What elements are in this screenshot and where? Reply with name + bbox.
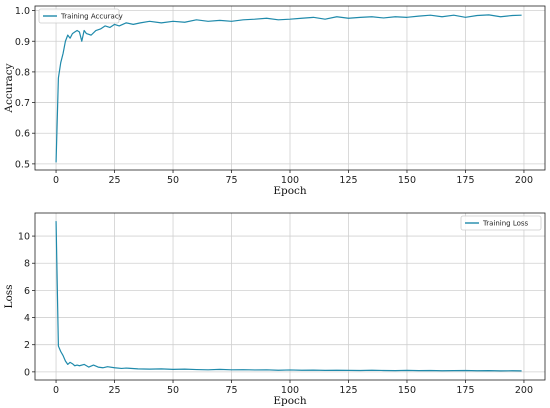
x-axis-label: Epoch bbox=[273, 395, 307, 407]
accuracy-chart: 0 25 50 75 100 125 150 175 200 0.5 0.6 0.7 0.8 0.9 1.0… bbox=[3, 5, 546, 197]
x-tick-label: 50 bbox=[167, 175, 179, 186]
legend-box bbox=[460, 215, 542, 231]
x-tick-label: 100 bbox=[281, 175, 299, 186]
y-tick-label: 0.7 bbox=[15, 98, 30, 109]
y-tick-label: 2 bbox=[24, 340, 30, 351]
loss-chart: 0 25 50 75 100 125 150 175 200 0 2 4 6 8 10 Epoch Loss Tr… bbox=[3, 212, 546, 407]
x-tick-label: 25 bbox=[108, 385, 120, 396]
x-tick-label: 0 bbox=[53, 175, 59, 186]
series-line bbox=[55, 221, 522, 372]
legend-box bbox=[38, 8, 120, 24]
y-axis-label: Accuracy bbox=[3, 63, 15, 113]
ticks: 0 25 50 75 100 125 150 175 200 0 2 4 6 8 10 bbox=[18, 232, 533, 396]
y-tick-label: 0.8 bbox=[15, 67, 30, 78]
x-tick-label: 150 bbox=[398, 385, 416, 396]
x-tick-label: 200 bbox=[515, 385, 533, 396]
y-tick-label: 8 bbox=[24, 259, 30, 270]
y-tick-label: 10 bbox=[18, 232, 30, 243]
x-tick-label: 175 bbox=[456, 175, 474, 186]
y-tick-label: 0.6 bbox=[15, 129, 30, 140]
y-tick-label: 0.9 bbox=[15, 37, 30, 48]
legend-label: Training Accuracy bbox=[60, 13, 123, 21]
x-tick-label: 25 bbox=[108, 175, 120, 186]
grid bbox=[35, 6, 545, 170]
y-axis-label: Loss bbox=[3, 284, 15, 308]
x-tick-label: 50 bbox=[167, 385, 179, 396]
x-tick-label: 200 bbox=[515, 175, 533, 186]
legend: Training Accuracy bbox=[38, 8, 123, 24]
y-tick-label: 6 bbox=[24, 286, 30, 297]
x-axis-label: Epoch bbox=[273, 185, 307, 197]
grid bbox=[35, 213, 545, 380]
x-tick-label: 125 bbox=[339, 385, 357, 396]
x-tick-label: 75 bbox=[225, 175, 237, 186]
x-tick-label: 150 bbox=[398, 175, 416, 186]
y-tick-label: 1.0 bbox=[15, 6, 30, 17]
series-line bbox=[55, 14, 522, 163]
y-tick-label: 0.5 bbox=[15, 159, 30, 170]
x-tick-label: 75 bbox=[225, 385, 237, 396]
legend: Training Loss bbox=[460, 215, 542, 231]
x-tick-label: 175 bbox=[456, 385, 474, 396]
x-tick-label: 100 bbox=[281, 385, 299, 396]
y-tick-label: 4 bbox=[24, 313, 30, 324]
y-tick-label: 0 bbox=[24, 367, 30, 378]
x-tick-label: 125 bbox=[339, 175, 357, 186]
legend-label: Training Loss bbox=[482, 220, 529, 228]
x-tick-label: 0 bbox=[53, 385, 59, 396]
ticks: 0 25 50 75 100 125 150 175 200 0.5 0.6 0.7 0.8 0.9 1.0 bbox=[15, 6, 533, 186]
